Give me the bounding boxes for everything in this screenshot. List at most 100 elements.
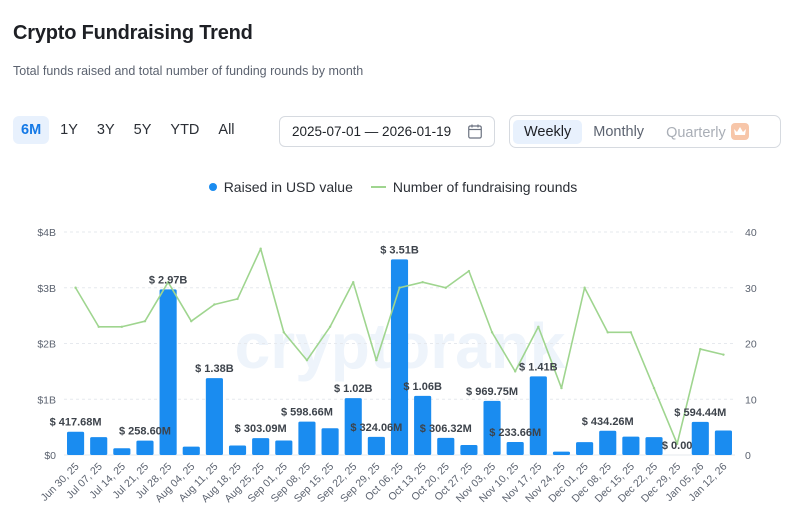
bar-data-label: $ 303.09M — [235, 423, 287, 435]
rounds-point[interactable] — [652, 386, 656, 390]
range-tab-3y[interactable]: 3Y — [96, 122, 115, 138]
period-tab-weekly[interactable]: Weekly — [513, 119, 583, 144]
page-subtitle: Total funds raised and total number of f… — [13, 64, 364, 78]
period-tab-quarterly-label: Quarterly — [666, 124, 726, 141]
rounds-point[interactable] — [560, 386, 563, 390]
period-tab-monthly[interactable]: Monthly — [593, 123, 645, 140]
legend-label-rounds: Number of fundraising rounds — [392, 179, 578, 195]
rounds-point[interactable] — [166, 280, 170, 284]
bar[interactable] — [576, 442, 594, 455]
calendar-icon — [468, 124, 482, 139]
range-tab-1y[interactable]: 1Y — [60, 122, 78, 138]
rounds-point[interactable] — [467, 269, 471, 273]
legend-line-icon — [370, 186, 386, 188]
rounds-point[interactable] — [375, 359, 378, 362]
rounds-point[interactable] — [398, 286, 401, 289]
date-range-picker[interactable]: 2025-07-01 — 2026-01-19 — [279, 116, 495, 147]
bar[interactable] — [113, 448, 131, 455]
bar[interactable] — [321, 428, 339, 455]
rounds-point[interactable] — [352, 280, 355, 284]
rounds-point[interactable] — [675, 442, 679, 446]
rounds-point[interactable] — [236, 297, 239, 301]
period-selector: Weekly Monthly Quarterly — [509, 115, 781, 148]
y-left-tick-label: $0 — [44, 450, 56, 462]
rounds-point[interactable] — [120, 325, 124, 328]
rounds-point[interactable] — [490, 331, 494, 334]
bar[interactable] — [344, 398, 362, 455]
y-left-tick-label: $2B — [37, 339, 56, 351]
page-title: Crypto Fundraising Trend — [13, 22, 253, 44]
bar[interactable] — [205, 378, 223, 455]
rounds-point[interactable] — [421, 280, 424, 284]
rounds-point[interactable] — [74, 286, 77, 289]
bar[interactable] — [599, 430, 617, 455]
bar[interactable] — [552, 451, 571, 455]
rounds-point[interactable] — [143, 320, 147, 323]
bar[interactable] — [252, 438, 270, 455]
bar[interactable] — [67, 431, 85, 455]
bar-data-label: $ 258.60M — [119, 426, 171, 438]
rounds-point[interactable] — [282, 331, 286, 334]
rounds-point[interactable] — [699, 347, 702, 351]
bar-data-label: $ 969.75M — [466, 386, 518, 398]
bar-data-label: $ 598.66M — [281, 407, 333, 419]
bar[interactable] — [645, 437, 663, 455]
rounds-point[interactable] — [583, 286, 586, 289]
bar[interactable] — [714, 430, 732, 455]
bar-data-label: $ 0.00 — [662, 440, 693, 452]
bar[interactable] — [529, 376, 547, 455]
bar-data-label: $ 434.26M — [582, 416, 634, 428]
bar[interactable] — [275, 440, 293, 455]
bar-data-label: $ 1.38B — [195, 363, 234, 375]
bar[interactable] — [460, 444, 478, 455]
legend-label-raised: Raised in USD value — [223, 179, 353, 195]
y-left-tick-label: $3B — [37, 283, 56, 295]
bar[interactable] — [182, 446, 200, 455]
bar[interactable] — [159, 289, 177, 455]
bar-data-label: $ 3.51B — [380, 244, 419, 256]
rounds-point[interactable] — [328, 325, 332, 328]
bar[interactable] — [298, 421, 316, 455]
bar[interactable] — [90, 437, 108, 455]
bar[interactable] — [506, 441, 524, 455]
range-tab-all[interactable]: All — [218, 122, 235, 138]
bar[interactable] — [483, 400, 501, 455]
bar-data-label: $ 594.44M — [674, 407, 726, 419]
y-left-tick-label: $4B — [37, 227, 56, 239]
bar[interactable] — [437, 437, 455, 455]
rounds-point[interactable] — [537, 325, 540, 328]
range-tab-6m[interactable]: 6M — [13, 116, 50, 144]
legend-item-raised[interactable]: Raised in USD value — [208, 179, 353, 195]
bar[interactable] — [390, 259, 409, 455]
rounds-point[interactable] — [259, 247, 262, 250]
bar-data-label: $ 2.97B — [149, 274, 188, 286]
bar[interactable] — [228, 445, 247, 455]
bar[interactable] — [414, 395, 432, 455]
rounds-point[interactable] — [444, 286, 447, 289]
range-tab-ytd[interactable]: YTD — [170, 122, 200, 138]
bar[interactable] — [691, 421, 709, 455]
rounds-point[interactable] — [97, 325, 100, 328]
legend-dot-icon — [208, 183, 217, 191]
date-range-value: 2025-07-01 — 2026-01-19 — [292, 124, 452, 139]
rounds-point[interactable] — [513, 370, 517, 373]
rounds-point[interactable] — [722, 353, 725, 356]
range-tab-5y[interactable]: 5Y — [133, 122, 152, 138]
rounds-point[interactable] — [305, 359, 309, 362]
rounds-point[interactable] — [606, 331, 609, 334]
bar[interactable] — [367, 436, 385, 455]
bar-data-label: $ 306.32M — [420, 423, 472, 435]
bar-data-label: $ 324.06M — [350, 422, 402, 434]
bar-data-label: $ 417.68M — [50, 417, 102, 429]
y-left-tick-label: $1B — [37, 394, 56, 406]
rounds-point[interactable] — [190, 320, 193, 323]
y-right-tick-label: 0 — [745, 450, 751, 462]
legend-item-rounds[interactable]: Number of fundraising rounds — [370, 179, 578, 195]
y-right-tick-label: 40 — [745, 227, 757, 239]
rounds-point[interactable] — [629, 331, 633, 334]
rounds-point[interactable] — [213, 303, 216, 306]
bar[interactable] — [622, 436, 640, 455]
period-tab-quarterly[interactable]: Quarterly — [655, 119, 760, 145]
bar[interactable] — [136, 440, 154, 455]
